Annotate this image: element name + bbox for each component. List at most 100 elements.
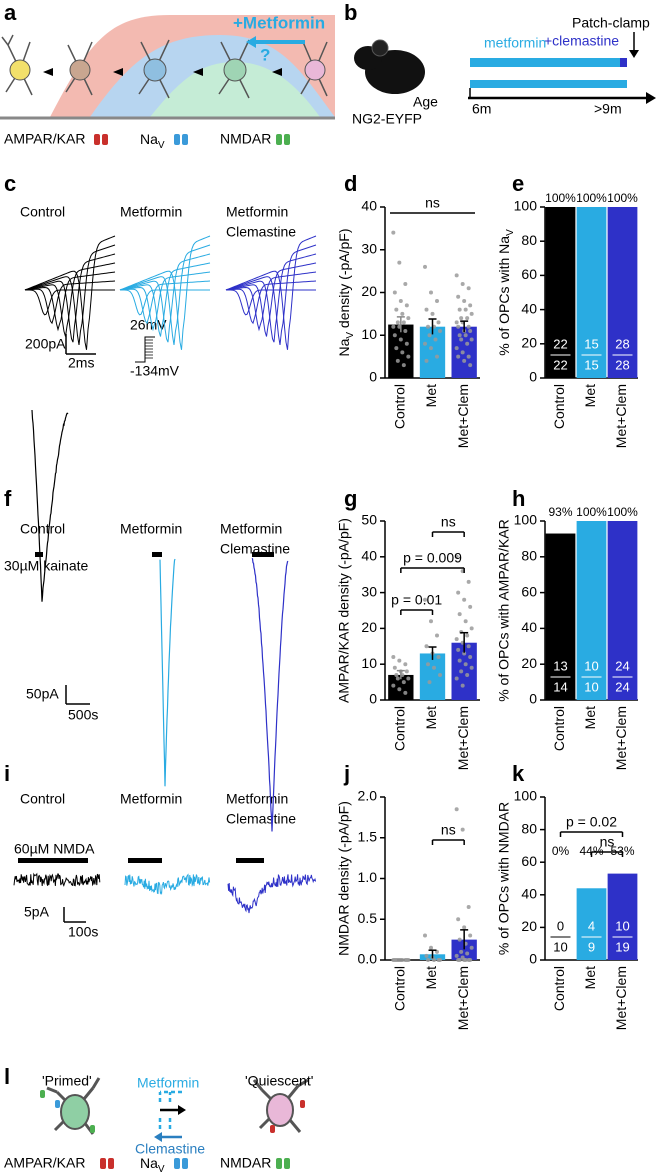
- count-label: 13: [553, 658, 567, 673]
- data-point: [469, 337, 474, 342]
- trace: [31, 409, 69, 602]
- condition-label: Control: [20, 521, 65, 537]
- data-point: [394, 307, 399, 312]
- data-point: [454, 953, 459, 958]
- x-tick-label: Met: [582, 706, 598, 729]
- data-point: [463, 333, 468, 338]
- data-point: [460, 350, 465, 355]
- bracket-label: ns: [600, 834, 615, 850]
- data-point: [424, 953, 429, 958]
- data-point: [423, 597, 427, 602]
- label: Age: [413, 94, 438, 110]
- data-point: [454, 320, 459, 325]
- data-point: [436, 320, 441, 325]
- legend-label: Na: [140, 131, 158, 147]
- data-point: [463, 307, 468, 312]
- y-tick-label: 60: [521, 266, 537, 282]
- legend-label: V: [158, 140, 165, 151]
- x-tick-label: Control: [392, 384, 408, 429]
- x-tick-label: Met+Clem: [455, 966, 471, 1030]
- data-point: [394, 672, 399, 677]
- x-tick-label: Met: [582, 384, 598, 407]
- data-point: [460, 281, 465, 286]
- trace: [24, 253, 116, 343]
- data-point: [395, 676, 400, 681]
- legend-icons: [100, 1158, 290, 1169]
- y-tick-label: 40: [361, 198, 377, 214]
- data-point: [465, 951, 470, 956]
- data-point: [466, 579, 471, 584]
- count-label: 22: [553, 336, 567, 351]
- count-label: 4: [588, 918, 595, 933]
- scale-label: 50pA: [26, 686, 59, 702]
- label: Patch-clamp: [572, 15, 650, 31]
- data-point: [397, 658, 402, 663]
- data-point: [456, 294, 461, 299]
- data-point: [457, 658, 462, 663]
- data-point: [459, 949, 464, 954]
- value-label: 0%: [552, 844, 570, 858]
- y-tick-label: 20: [521, 655, 537, 671]
- legend-label: AMPAR/KAR: [4, 1155, 85, 1171]
- data-point: [404, 669, 409, 674]
- x-tick-label: Met+Clem: [455, 384, 471, 448]
- panel-label: g: [344, 486, 357, 511]
- x-tick-label: Met+Clem: [455, 706, 471, 770]
- annotation: ?: [260, 45, 270, 64]
- trace: [24, 235, 116, 350]
- data-point: [463, 958, 468, 962]
- y-tick-label: 20: [361, 619, 377, 635]
- data-point: [435, 299, 439, 304]
- trace: [13, 872, 101, 887]
- legend-icons: [94, 134, 290, 145]
- x-tick-label: Control: [551, 966, 567, 1011]
- data-point: [462, 597, 467, 602]
- y-tick-label: 0: [529, 369, 537, 385]
- count-label: 10: [584, 658, 598, 673]
- x-tick-label: Met: [582, 966, 598, 989]
- y-tick-label: 100: [514, 788, 538, 804]
- trace: [225, 235, 317, 350]
- x-tick-label: Control: [551, 384, 567, 429]
- legend-label: NaV: [140, 1155, 165, 1174]
- y-tick-label: 40: [521, 886, 537, 902]
- bar: [607, 873, 638, 960]
- data-point: [398, 299, 403, 304]
- data-point: [429, 619, 433, 624]
- panel-label: c: [4, 171, 16, 196]
- data-point: [456, 354, 461, 359]
- data-point: [456, 917, 461, 922]
- panel-a-diagram: [0, 15, 335, 120]
- scale-label: 100s: [68, 924, 98, 940]
- trace: [227, 873, 317, 914]
- data-point: [435, 354, 439, 359]
- data-point: [460, 827, 465, 832]
- scale-label: 200pA: [25, 336, 66, 352]
- trace: [225, 244, 317, 345]
- legend-label: NMDAR: [220, 1155, 271, 1171]
- y-axis-label: % of OPCs with NaV: [496, 229, 516, 356]
- condition-label: Metformin: [226, 204, 288, 220]
- data-point: [466, 905, 471, 910]
- data-point: [403, 690, 408, 695]
- data-point: [468, 958, 473, 962]
- scale-bar: [65, 334, 155, 363]
- data-point: [463, 619, 468, 624]
- scale-label: 500s: [68, 707, 98, 723]
- count-label: 0: [557, 918, 564, 933]
- x-tick-label: Met+Clem: [613, 706, 629, 770]
- trace: [124, 873, 211, 896]
- stimulus-label: 30µM kainate: [4, 558, 89, 574]
- trace: [225, 253, 317, 343]
- data-point: [454, 273, 459, 278]
- y-tick-label: 0: [529, 691, 537, 707]
- trace: [226, 289, 316, 316]
- trace: [120, 289, 210, 316]
- data-point: [468, 303, 473, 308]
- y-tick-label: 0.0: [358, 951, 378, 967]
- bar: [607, 521, 638, 700]
- panel-label: e: [512, 171, 524, 196]
- data-point: [465, 672, 470, 677]
- scale-label: 5pA: [24, 904, 50, 920]
